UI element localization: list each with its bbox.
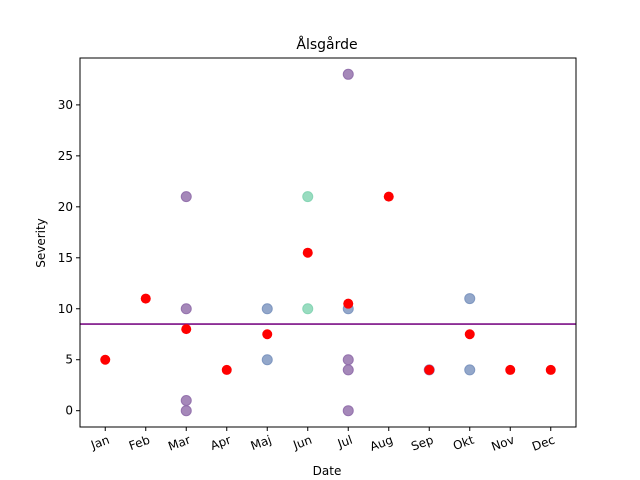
mean-point — [383, 191, 394, 202]
y-tick-label: 10 — [58, 302, 73, 316]
data-point — [180, 303, 192, 315]
data-point — [261, 303, 273, 315]
data-point — [180, 394, 192, 406]
mean-point — [424, 364, 435, 375]
mean-point — [140, 293, 151, 304]
x-tick-label: Jul — [335, 433, 354, 451]
mean-point — [545, 364, 556, 375]
x-tick-label: Apr — [208, 433, 232, 453]
x-tick-label: Jan — [88, 433, 111, 453]
x-axis-label: Date — [313, 464, 342, 478]
mean-point — [302, 247, 313, 258]
mean-point — [100, 354, 111, 365]
data-point — [261, 354, 273, 366]
data-point — [464, 364, 476, 376]
x-tick-label: Feb — [127, 433, 152, 453]
data-point — [342, 354, 354, 366]
mean-point — [343, 298, 354, 309]
mean-point — [221, 364, 232, 375]
mean-point — [262, 329, 273, 340]
data-point — [302, 191, 314, 203]
x-tick-label: Jun — [290, 433, 313, 453]
mean-point — [181, 324, 192, 335]
y-tick-label: 25 — [58, 149, 73, 163]
mean-point — [505, 364, 516, 375]
y-tick-label: 0 — [65, 404, 73, 418]
y-axis-label: Severity — [34, 218, 48, 268]
data-point — [180, 405, 192, 417]
chart-title: Ålsgårde — [296, 36, 357, 53]
y-tick-label: 15 — [58, 251, 73, 265]
data-point — [342, 405, 354, 417]
data-point — [180, 191, 192, 203]
data-point — [342, 364, 354, 376]
y-tick-label: 30 — [58, 98, 73, 112]
data-point — [302, 303, 314, 315]
plot-frame — [79, 57, 577, 428]
data-point — [464, 293, 476, 305]
mean-point — [464, 329, 475, 340]
x-tick-label: Okt — [451, 433, 476, 453]
y-tick-label: 5 — [65, 353, 73, 367]
x-tick-label: Maj — [249, 433, 274, 453]
y-tick-label: 20 — [58, 200, 73, 214]
data-point — [342, 68, 354, 80]
